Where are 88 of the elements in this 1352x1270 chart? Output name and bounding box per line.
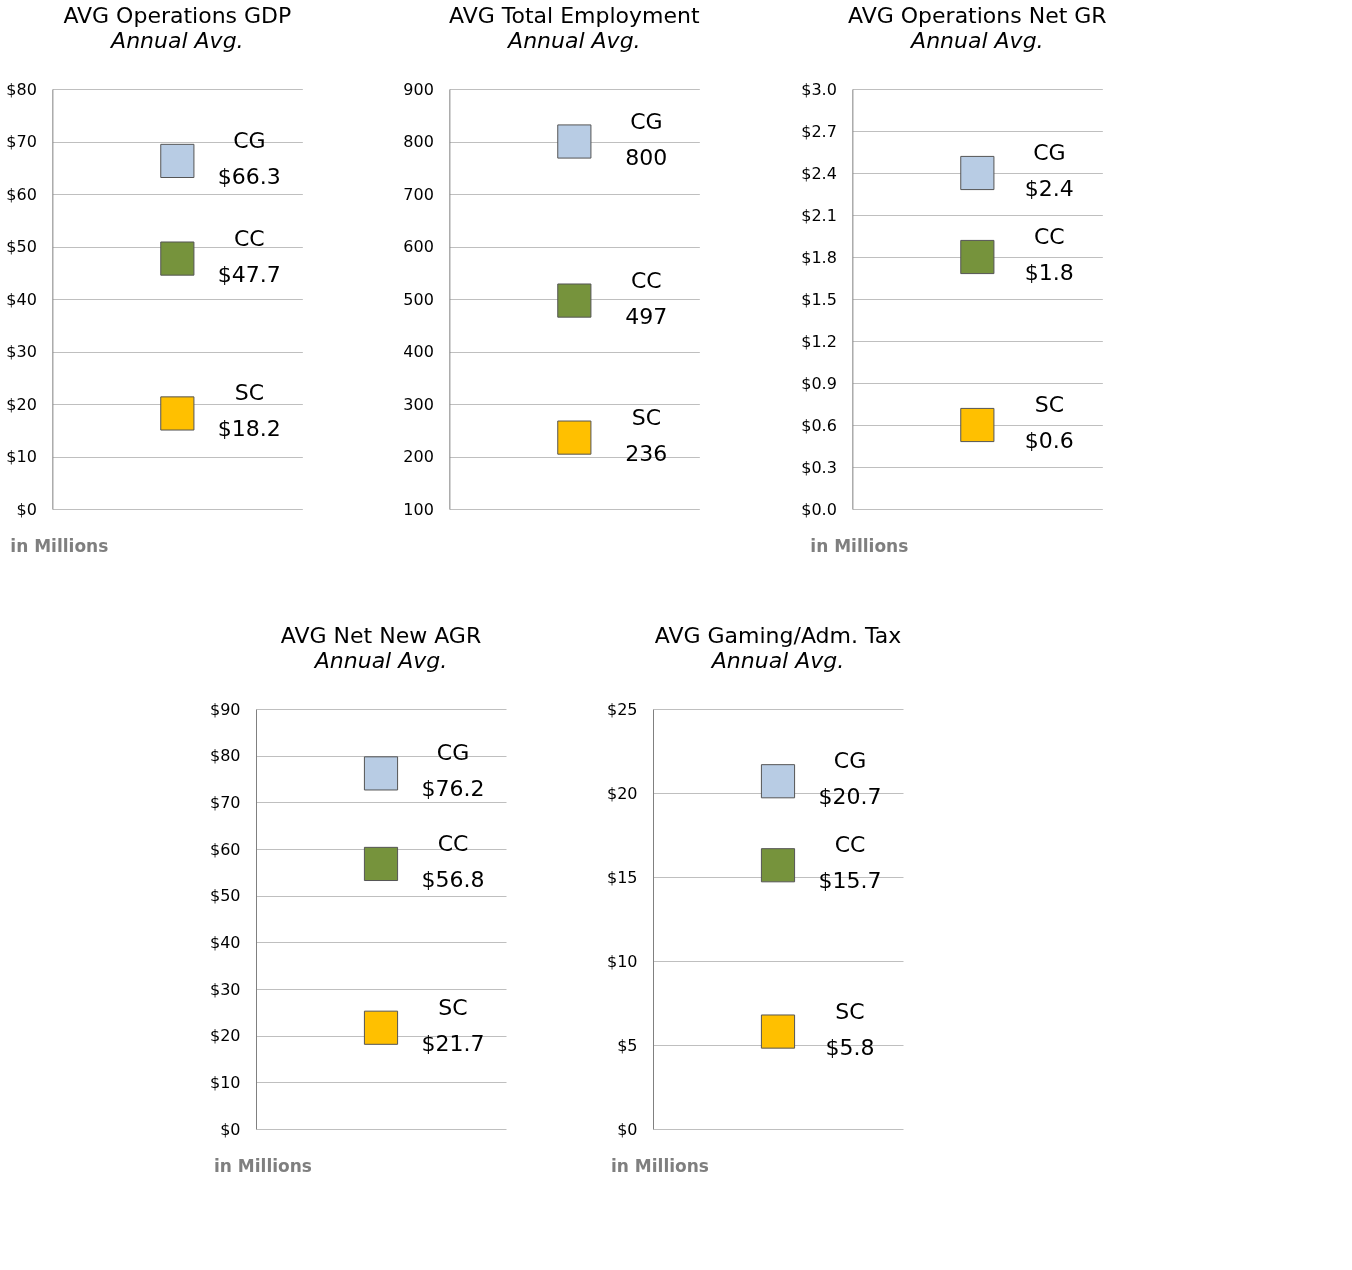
series-label: CC: [630, 267, 662, 293]
y-tick-label: $60: [6, 184, 37, 204]
y-tick-label: $2.1: [801, 205, 837, 225]
y-tick-label: 800: [403, 132, 434, 151]
y-tick-label: $0: [16, 499, 37, 519]
chart-subtitle: Annual Avg.: [506, 28, 641, 53]
series-label: SC: [234, 380, 265, 406]
y-tick-label: $1.5: [801, 289, 837, 309]
y-tick-label: $70: [209, 792, 241, 812]
y-tick-label: $10: [209, 1072, 241, 1092]
chart-subtitle: Annual Avg.: [109, 28, 244, 53]
y-tick-label: $70: [6, 132, 37, 151]
series-label: SC: [438, 994, 468, 1020]
y-tick-label: $1.2: [801, 331, 837, 351]
y-tick-label: $30: [209, 979, 241, 999]
data-label: $47.7: [217, 261, 281, 287]
data-label: $5.8: [825, 1034, 875, 1060]
y-tick-label: 300: [403, 394, 434, 414]
series-label: CG: [630, 108, 663, 134]
text: in Millions: [10, 536, 109, 556]
chart-title: AVG Operations GDP: [63, 3, 292, 28]
data-label: $76.2: [421, 776, 485, 802]
y-tick-label: $0.9: [801, 373, 837, 393]
y-tick-label: $25: [606, 699, 638, 719]
chart-title: AVG Gaming/Adm. Tax: [654, 623, 902, 648]
y-tick-label: $20: [209, 1026, 241, 1046]
series-label: SC: [1034, 392, 1065, 417]
data-label: $2.4: [1024, 176, 1074, 201]
y-tick-label: 400: [403, 342, 434, 361]
data-label: $21.7: [421, 1030, 485, 1056]
y-tick-label: 500: [403, 289, 434, 309]
data-label: $15.7: [818, 868, 882, 894]
y-tick-label: $20: [6, 394, 37, 414]
series-label: CG: [1033, 140, 1066, 165]
y-tick-label: $0.6: [801, 415, 837, 435]
series-label: CC: [834, 832, 866, 858]
text: in Millions: [611, 1156, 709, 1176]
data-label: 236: [625, 440, 668, 466]
series-label: SC: [835, 998, 865, 1024]
y-tick-label: $2.4: [801, 163, 837, 183]
y-tick-label: $1.8: [801, 247, 837, 267]
text: in Millions: [810, 536, 909, 556]
chart-title: AVG Total Employment: [449, 3, 700, 28]
series-label: CC: [437, 830, 469, 856]
y-tick-label: $80: [209, 746, 241, 766]
y-tick-label: $20: [606, 783, 638, 803]
series-label: CG: [233, 127, 266, 153]
data-label: $20.7: [818, 784, 882, 810]
y-tick-label: $50: [6, 237, 37, 256]
series-label: CC: [233, 225, 265, 251]
y-tick-label: $60: [209, 839, 241, 859]
data-label: $56.8: [421, 866, 485, 892]
series-label: SC: [631, 404, 662, 430]
data-label: $0.6: [1024, 428, 1074, 453]
y-tick-label: $5: [617, 1035, 638, 1055]
y-tick-label: 700: [403, 184, 434, 204]
y-tick-label: $3.0: [801, 79, 837, 99]
y-tick-label: $15: [606, 867, 638, 887]
y-tick-label: 200: [403, 447, 434, 466]
y-tick-label: $30: [6, 342, 37, 361]
y-tick-label: $90: [209, 699, 241, 719]
series-label: CG: [833, 748, 867, 774]
y-tick-label: $40: [209, 932, 241, 952]
y-tick-label: $80: [6, 79, 37, 99]
data-label: $66.3: [217, 163, 281, 189]
y-tick-label: $0: [617, 1119, 638, 1139]
chart-subtitle: Annual Avg.: [312, 648, 448, 673]
chart-title: AVG Net New AGR: [280, 623, 482, 648]
y-tick-label: 100: [403, 499, 434, 519]
y-tick-label: $2.7: [801, 121, 837, 141]
data-label: $18.2: [217, 416, 281, 442]
y-tick-label: $10: [6, 447, 37, 466]
chart-subtitle: Annual Avg.: [909, 28, 1044, 53]
y-tick-label: $50: [209, 886, 241, 906]
text: in Millions: [214, 1156, 312, 1176]
chart-subtitle: Annual Avg.: [709, 648, 845, 673]
data-label: 497: [625, 303, 668, 329]
y-tick-label: $10: [606, 951, 638, 971]
y-tick-label: $40: [6, 289, 37, 309]
series-label: CC: [1033, 224, 1065, 249]
data-label: $1.8: [1024, 260, 1074, 285]
y-tick-label: $0.0: [801, 499, 837, 519]
series-label: CG: [436, 740, 470, 766]
chart-title: AVG Operations Net GR: [848, 3, 1107, 28]
y-tick-label: 600: [403, 237, 434, 256]
y-tick-label: 900: [403, 79, 434, 99]
y-tick-label: $0: [220, 1119, 241, 1139]
y-tick-label: $0.3: [801, 457, 837, 477]
